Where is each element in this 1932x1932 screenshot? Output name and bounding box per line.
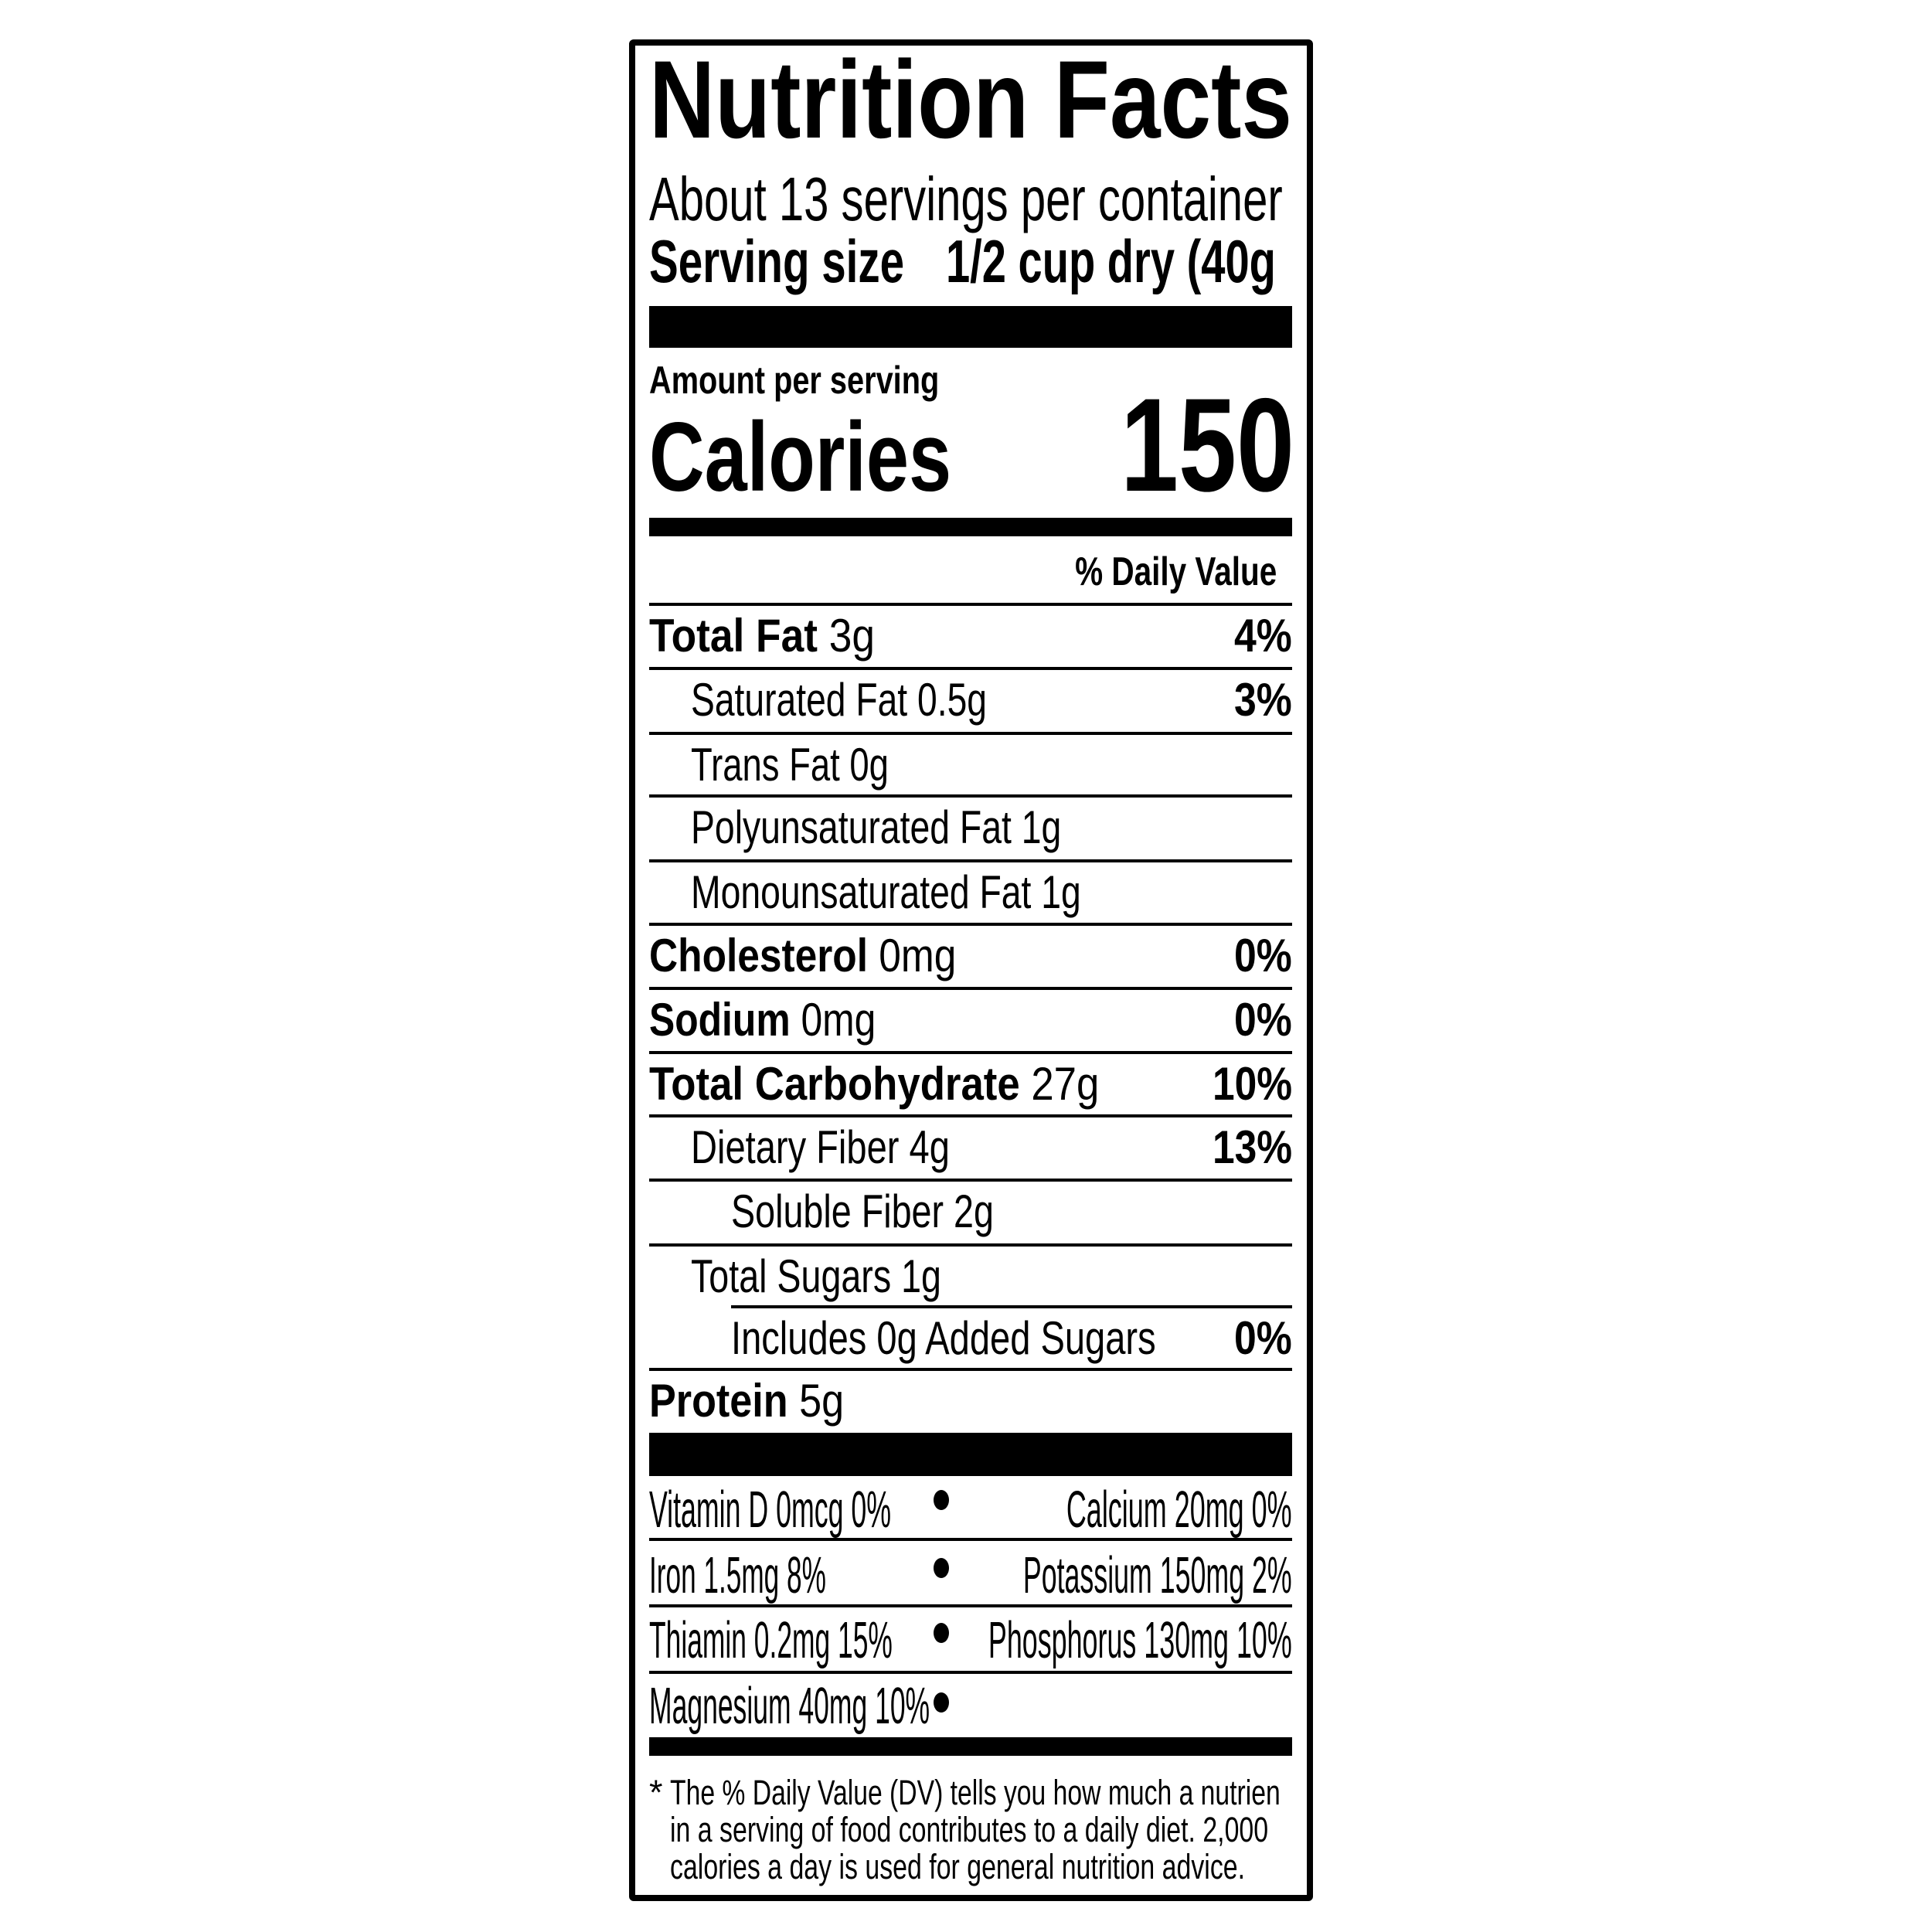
nutrient-row-added-sugars: Includes 0g Added Sugars 0% <box>649 1307 1292 1370</box>
footnote-line: in a serving of food contributes to a da… <box>670 1810 1269 1849</box>
divider <box>649 1179 1292 1182</box>
nutrient-label: Soluble Fiber 2g <box>731 1185 994 1237</box>
divider <box>649 1671 1292 1674</box>
daily-value-percent: 13% <box>1212 1121 1292 1173</box>
divider <box>649 1604 1292 1607</box>
nutrient-row-trans-fat: Trans Fat 0g <box>649 733 1292 797</box>
divider-indented <box>731 1305 1292 1308</box>
vitamin-d: Vitamin D 0mcg 0% <box>649 1481 892 1539</box>
bullet-icon <box>934 1692 949 1713</box>
nutrient-row-polyunsaturated-fat: Polyunsaturated Fat 1g <box>649 796 1292 859</box>
nutrient-row-soluble-fiber: Soluble Fiber 2g <box>649 1180 1292 1243</box>
nutrition-label-border <box>629 39 1313 1901</box>
phosphorus: Phosphorus 130mg 10% <box>988 1611 1292 1669</box>
calories-label: Calories <box>649 402 952 512</box>
divider <box>649 923 1292 926</box>
magnesium: Magnesium 40mg 10% <box>649 1677 930 1735</box>
calcium: Calcium 20mg 0% <box>1066 1481 1292 1539</box>
bullet-icon <box>934 1623 949 1643</box>
thiamin: Thiamin 0.2mg 15% <box>649 1611 893 1669</box>
daily-value-percent: 0% <box>1234 930 1292 981</box>
nutrient-label: Total Carbohydrate 27g <box>649 1058 1100 1110</box>
divider <box>649 1538 1292 1541</box>
nutrient-row-saturated-fat: Saturated Fat 0.5g 3% <box>649 668 1292 732</box>
footnote-asterisk: * <box>649 1773 663 1812</box>
iron: Iron 1.5mg 8% <box>649 1546 826 1604</box>
nutrient-row-dietary-fiber: Dietary Fiber 4g 13% <box>649 1116 1292 1179</box>
nutrient-label: Includes 0g Added Sugars <box>731 1312 1156 1364</box>
divider <box>649 1114 1292 1117</box>
nutrient-row-cholesterol: Cholesterol 0mg 0% <box>649 924 1292 988</box>
nutrient-label: Sodium 0mg <box>649 994 876 1046</box>
footnote-line: calories a day is used for general nutri… <box>670 1847 1246 1886</box>
daily-value-header: % Daily Value <box>1074 549 1277 594</box>
footnote-line: The % Daily Value (DV) tells you how muc… <box>670 1773 1281 1812</box>
bullet-icon <box>934 1490 949 1510</box>
divider <box>649 794 1292 798</box>
divider <box>649 987 1292 990</box>
nutrient-label: Dietary Fiber 4g <box>691 1121 950 1173</box>
divider <box>649 1243 1292 1247</box>
medium-divider <box>649 1737 1292 1756</box>
nutrient-label: Saturated Fat 0.5g <box>691 674 987 726</box>
thick-divider <box>649 306 1292 348</box>
daily-value-percent: 3% <box>1234 674 1292 726</box>
servings-per-container: About 13 servings per container <box>649 165 1283 233</box>
daily-value-percent: 10% <box>1212 1058 1292 1110</box>
nutrient-label: Trans Fat 0g <box>691 739 889 791</box>
nutrient-label: Total Fat 3g <box>649 610 875 662</box>
bullet-icon <box>934 1558 949 1578</box>
divider <box>649 603 1292 606</box>
nutrient-row-monounsaturated-fat: Monounsaturated Fat 1g <box>649 861 1292 924</box>
serving-size-value: 1/2 cup dry (40g <box>946 227 1276 295</box>
nutrient-row-sodium: Sodium 0mg 0% <box>649 988 1292 1052</box>
divider <box>649 667 1292 670</box>
daily-value-percent: 0% <box>1234 1312 1292 1364</box>
nutrient-label: Protein 5g <box>649 1375 845 1427</box>
nutrient-row-total-carbohydrate: Total Carbohydrate 27g 10% <box>649 1053 1292 1116</box>
amount-per-serving: Amount per serving <box>649 359 940 402</box>
medium-divider <box>649 518 1292 536</box>
nutrient-label: Monounsaturated Fat 1g <box>691 866 1081 918</box>
nutrient-row-protein: Protein 5g <box>649 1369 1292 1433</box>
divider <box>649 859 1292 862</box>
label-title: Nutrition Facts <box>649 39 1292 162</box>
nutrient-row-total-fat: Total Fat 3g 4% <box>649 604 1292 668</box>
nutrient-label: Cholesterol 0mg <box>649 930 957 981</box>
daily-value-percent: 0% <box>1234 994 1292 1046</box>
daily-value-percent: 4% <box>1234 610 1292 662</box>
nutrient-label: Total Sugars 1g <box>691 1250 941 1302</box>
divider <box>649 1368 1292 1371</box>
divider <box>649 1051 1292 1054</box>
nutrient-row-total-sugars: Total Sugars 1g <box>649 1245 1292 1308</box>
nutrient-label: Polyunsaturated Fat 1g <box>691 801 1062 853</box>
serving-size-label: Serving size <box>649 227 905 295</box>
divider <box>649 732 1292 735</box>
calories-value: 150 <box>1121 371 1294 519</box>
potassium: Potassium 150mg 2% <box>1023 1546 1292 1604</box>
thick-divider <box>649 1433 1292 1476</box>
